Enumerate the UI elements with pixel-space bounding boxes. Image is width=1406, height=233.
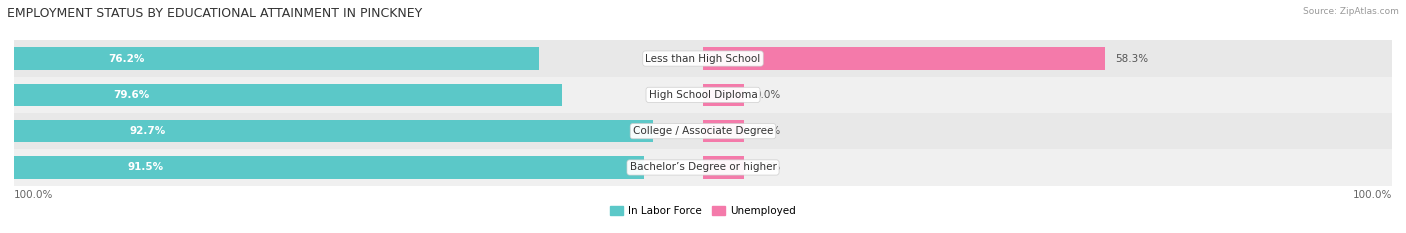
Text: 79.6%: 79.6% <box>112 90 149 100</box>
Text: College / Associate Degree: College / Associate Degree <box>633 126 773 136</box>
Bar <box>14 77 1392 113</box>
Text: Source: ZipAtlas.com: Source: ZipAtlas.com <box>1303 7 1399 16</box>
Bar <box>14 47 538 70</box>
Text: 58.3%: 58.3% <box>1115 54 1149 64</box>
Bar <box>14 120 652 142</box>
Bar <box>703 84 744 106</box>
Text: 92.7%: 92.7% <box>129 126 166 136</box>
Legend: In Labor Force, Unemployed: In Labor Force, Unemployed <box>606 202 800 220</box>
Bar <box>14 156 644 179</box>
Text: 0.0%: 0.0% <box>755 126 780 136</box>
Bar <box>703 156 744 179</box>
Text: High School Diploma: High School Diploma <box>648 90 758 100</box>
Bar <box>14 149 1392 186</box>
Bar <box>14 84 562 106</box>
Text: 91.5%: 91.5% <box>128 162 163 172</box>
Text: 0.0%: 0.0% <box>755 162 780 172</box>
Bar <box>703 47 1105 70</box>
Text: 76.2%: 76.2% <box>108 54 145 64</box>
Text: 100.0%: 100.0% <box>14 190 53 200</box>
Bar <box>703 120 744 142</box>
Text: 0.0%: 0.0% <box>755 90 780 100</box>
Text: 100.0%: 100.0% <box>1353 190 1392 200</box>
Bar <box>14 113 1392 149</box>
Text: Bachelor’s Degree or higher: Bachelor’s Degree or higher <box>630 162 776 172</box>
Text: Less than High School: Less than High School <box>645 54 761 64</box>
Text: EMPLOYMENT STATUS BY EDUCATIONAL ATTAINMENT IN PINCKNEY: EMPLOYMENT STATUS BY EDUCATIONAL ATTAINM… <box>7 7 422 20</box>
Bar <box>14 40 1392 77</box>
